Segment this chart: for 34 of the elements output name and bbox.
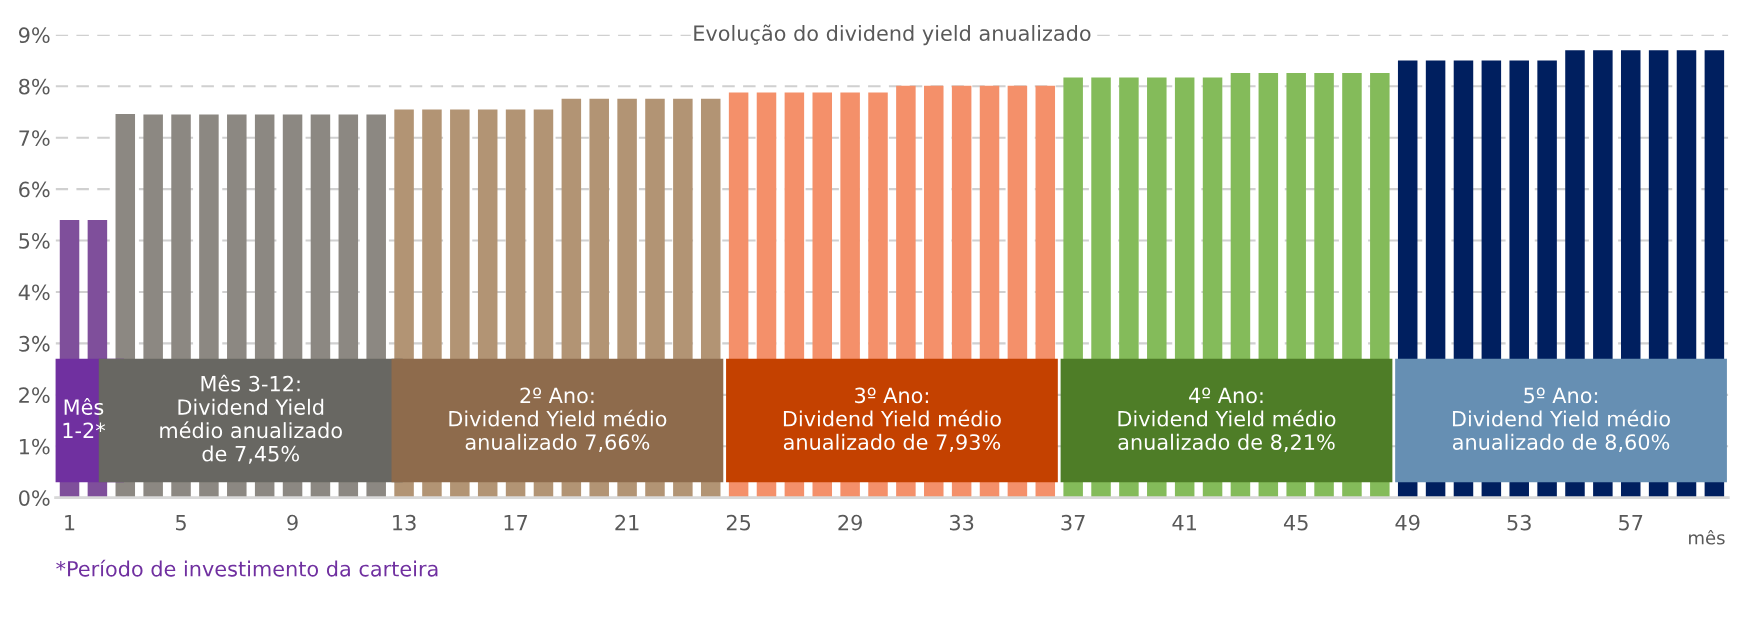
annotation: Mês 3-12: Dividend Yield médio anualizado de 7,45%	[160, 374, 342, 464]
x-tick-label: 5	[176, 515, 186, 531]
x-tick-label: 37	[1061, 514, 1085, 531]
x-tick-label: 53	[1507, 514, 1531, 531]
x-tick-label: 13	[393, 514, 416, 531]
x-tick-label: 41	[1172, 515, 1197, 531]
text: *Período de investimento da carteira	[56, 559, 438, 577]
y-tick-label: 4%	[18, 284, 50, 301]
x-tick-label: 17	[504, 515, 528, 531]
text: mês	[1689, 529, 1725, 545]
x-tick-label: 21	[615, 514, 639, 531]
y-tick-label: 3%	[19, 335, 50, 352]
x-tick-label: 25	[726, 514, 751, 531]
chart-title: Evolução do dividend yield anualizado	[694, 24, 1091, 46]
annotation: 4º Ano: Dividend Yield médio anualizado de 8,21%	[1118, 387, 1336, 453]
x-tick-label: 33	[949, 514, 974, 531]
x-tick-label: 45	[1283, 515, 1308, 531]
y-tick-label: 6%	[19, 181, 50, 198]
x-tick-label: 49	[1395, 514, 1420, 531]
annotation: Mês 1-2*	[63, 397, 106, 438]
x-tick-label: 57	[1619, 515, 1643, 531]
annotation: 3º Ano: Dividend Yield médio anualizado de 7,93%	[783, 387, 1001, 453]
y-tick-label: 2%	[19, 387, 50, 404]
x-tick-label: 1	[65, 515, 75, 531]
x-tick-label: 29	[838, 514, 862, 531]
y-tick-label: 7%	[19, 130, 50, 146]
annotation: 2º Ano: Dividend Yield médio anualizado 7,66%	[449, 387, 667, 453]
y-tick-label: 5%	[19, 233, 50, 249]
y-tick-label: 1%	[19, 438, 50, 455]
annotation: 5º Ano: Dividend Yield médio anualizado de 8,60%	[1452, 387, 1670, 453]
x-tick-label: 9	[287, 514, 298, 531]
y-tick-label: 0%	[19, 490, 50, 506]
y-tick-label: 8%	[19, 78, 50, 95]
y-tick-label: 9%	[18, 27, 50, 44]
